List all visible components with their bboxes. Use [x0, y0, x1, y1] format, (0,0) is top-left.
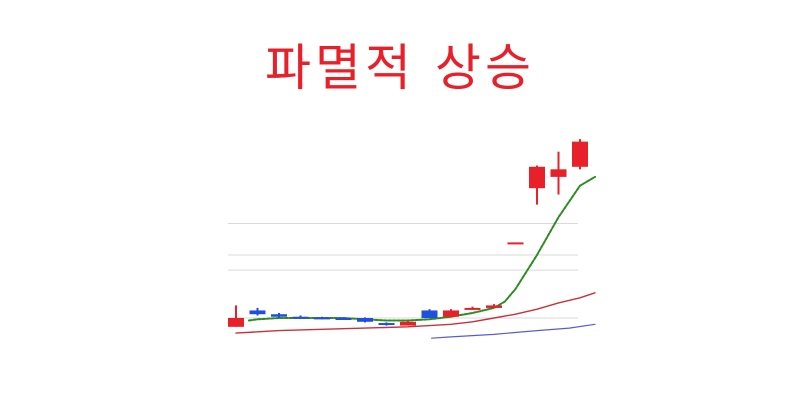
- candle: [400, 321, 416, 326]
- candles: [228, 139, 588, 327]
- candle: [335, 317, 352, 320]
- candle-body: [271, 314, 287, 317]
- candle-body: [249, 310, 266, 315]
- candle: [529, 165, 545, 205]
- moving-averages: [235, 175, 596, 339]
- candle: [249, 307, 266, 316]
- candle-body: [572, 141, 588, 167]
- candle: [292, 315, 309, 319]
- candle-body: [550, 169, 567, 177]
- candle: [507, 242, 524, 245]
- candle-body: [421, 310, 438, 318]
- candle-body: [228, 318, 244, 327]
- ma-long-line: [431, 323, 596, 339]
- candle: [550, 151, 567, 195]
- candle: [464, 306, 481, 310]
- candle-body: [292, 316, 309, 319]
- ma-mid-line: [235, 292, 596, 334]
- chart-title: 파멸적 상승: [265, 39, 535, 97]
- candle-body: [486, 305, 502, 308]
- candle-body: [464, 307, 481, 310]
- candle-body: [443, 310, 459, 317]
- candle-body: [507, 242, 524, 245]
- candle-body: [314, 317, 330, 320]
- candle: [443, 309, 459, 317]
- gridlines: [228, 223, 578, 319]
- candle: [228, 305, 244, 327]
- candle-body: [357, 318, 373, 322]
- candle: [314, 316, 330, 320]
- candle-body: [400, 321, 416, 326]
- candle: [572, 139, 588, 170]
- candle: [271, 312, 287, 318]
- candle-body: [529, 166, 545, 189]
- candle-body: [378, 323, 395, 326]
- candle: [486, 304, 502, 308]
- candle-body: [335, 318, 352, 320]
- ma-short-line: [247, 175, 596, 322]
- candle: [357, 317, 373, 323]
- candle: [421, 309, 438, 318]
- candle: [378, 322, 395, 326]
